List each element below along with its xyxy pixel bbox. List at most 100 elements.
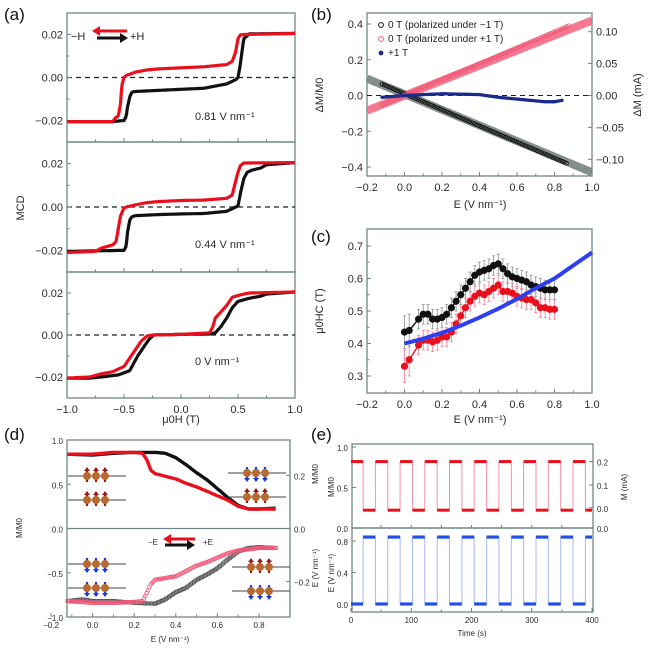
panel-b-data-point (386, 99, 392, 105)
spin-up-arrowhead (248, 558, 254, 562)
atom (83, 496, 91, 504)
panel-b-legend-marker-2 (378, 50, 384, 56)
panel-d-x-tick-label: 0.2 (129, 621, 141, 630)
panel-c-data-point-red (494, 281, 502, 289)
panel-b-data-point (534, 36, 540, 42)
atom (101, 472, 109, 480)
panel-b-data-point (431, 80, 437, 86)
panel-b-xlabel: E (V nm⁻¹) (454, 199, 507, 211)
panel-b-data-point (438, 77, 443, 83)
panel-b-data-point (384, 83, 389, 89)
panel-e-top-y-tick-label: 1.0 (337, 444, 349, 453)
panel-b-data-point (539, 150, 545, 155)
panel-a-x-tick-label: 0.5 (230, 404, 245, 416)
panel-b-data-point (451, 112, 457, 118)
panel-b-data-point (503, 50, 509, 55)
panel-b-data-point (415, 97, 421, 102)
panel-b-data-point (523, 143, 529, 149)
panel-b-data-point (390, 97, 396, 103)
panel-b-y-tick-label: 0.0 (348, 91, 363, 103)
panel-b-y-right-tick-label: −0.05 (596, 122, 624, 134)
panel-e-top-y-right-tick-label: 0.0 (597, 505, 609, 514)
panel-d-y-tick-label: 0.0 (52, 526, 64, 535)
panel-d-data-point-circle (111, 600, 116, 606)
panel-e-x-tick-label: 200 (465, 616, 479, 625)
panel-b-data-point (496, 131, 502, 137)
panel-b-data-point (541, 151, 547, 156)
panel-e-ylabel-bottom: E (V nm⁻¹) (327, 553, 336, 592)
panel-b-data-point (505, 135, 511, 141)
atom (83, 584, 91, 592)
panel-c-y-tick-label: 0.7 (348, 241, 363, 253)
panel-b-data-point (447, 110, 452, 116)
panel-c-x-tick-label: 0.6 (509, 399, 524, 411)
panel-b-data-point (435, 105, 441, 111)
atom (247, 587, 255, 595)
panel-a-legend-plus-h: +H (130, 31, 144, 43)
panel-b-data-point (485, 57, 491, 63)
panel-b-data-point (456, 70, 461, 75)
panel-a-annotation-bottom: 0 V nm⁻¹ (195, 356, 240, 368)
panel-c-data-point-black (414, 315, 423, 323)
panel-b-data-point (424, 101, 430, 106)
panel-d-legend-plus-e: +E (203, 538, 213, 547)
panel-b-data-point (422, 84, 428, 90)
panel-b-data-point (384, 100, 389, 106)
panel-b-data-point (422, 100, 428, 105)
atom (265, 587, 273, 595)
atom (256, 587, 264, 595)
panel-d-data-point-circle (266, 545, 271, 551)
panel-b-data-point (487, 56, 493, 62)
panel-b-data-point-plus1t (560, 98, 564, 103)
panel-b-data-point (465, 118, 470, 124)
panel-b-data-point (557, 27, 563, 32)
panel-b-data-point (507, 136, 513, 142)
panel-b-data-point (433, 104, 439, 110)
panel-a-legend-minus-h: −H (71, 31, 85, 43)
panel-b-data-point (465, 66, 470, 72)
spin-up-arrowhead (93, 467, 99, 471)
panel-b-data-point (503, 134, 509, 140)
panel-e-top-y-tick-label: 0.0 (337, 525, 349, 534)
panel-b-data-point (438, 106, 443, 112)
panel-b-data-point (388, 98, 394, 104)
spin-up-arrowhead (262, 488, 268, 492)
panel-b-data-point (480, 125, 486, 130)
panel-label-d: (d) (4, 425, 25, 444)
panel-b-data-point (397, 89, 403, 95)
panel-d-data-point-circle (100, 600, 105, 606)
panel-d-data-point-circle (120, 600, 126, 605)
atom (83, 560, 91, 568)
panel-a-y-tick-label: −0.02 (35, 245, 63, 257)
panel-b-x-tick-label: 0.6 (509, 182, 524, 194)
panel-d-data-point-circle (265, 545, 270, 551)
atom (92, 496, 100, 504)
panel-b-data-point (458, 69, 464, 74)
panel-d-data-point-circle (95, 600, 101, 606)
panel-label-a: (a) (4, 5, 25, 24)
panel-d-data-point-circle (97, 600, 102, 606)
spin-down-arrowhead (93, 569, 99, 573)
panel-c-y-tick-label: 0.3 (348, 371, 363, 383)
panel-c-data-point-black (457, 291, 465, 299)
panel-b-data-point (388, 85, 394, 91)
spin-down-arrowhead (257, 596, 263, 600)
panel-b-data-point (550, 30, 556, 35)
panel-b-data-point (453, 71, 459, 76)
panel-b-data-point (413, 88, 419, 94)
panel-d-data-point-circle (107, 600, 112, 606)
panel-c-xlabel: E (V nm⁻¹) (454, 414, 507, 426)
panel-b-data-point (546, 153, 551, 158)
panel-d-lattice-top-right (228, 467, 286, 503)
panel-b-data-point (494, 54, 500, 59)
panel-d-data-point-circle (98, 600, 104, 606)
panel-b-legend-marker-1 (378, 36, 384, 42)
panel-a-x-tick-label: −0.5 (113, 404, 135, 416)
spin-down-arrowhead (248, 596, 254, 600)
panel-a-y-tick-label: 0.02 (42, 30, 63, 42)
panel-b-data-point (415, 87, 421, 93)
panel-b-data-point (379, 81, 385, 87)
panel-b-data-point (462, 117, 468, 123)
panel-e-x-tick-label: 100 (405, 616, 419, 625)
panel-b-data-point (519, 43, 524, 49)
